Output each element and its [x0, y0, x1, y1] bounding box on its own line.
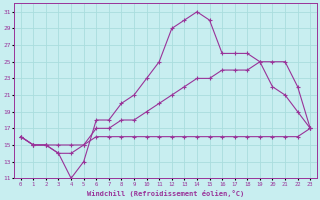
X-axis label: Windchill (Refroidissement éolien,°C): Windchill (Refroidissement éolien,°C)	[87, 190, 244, 197]
